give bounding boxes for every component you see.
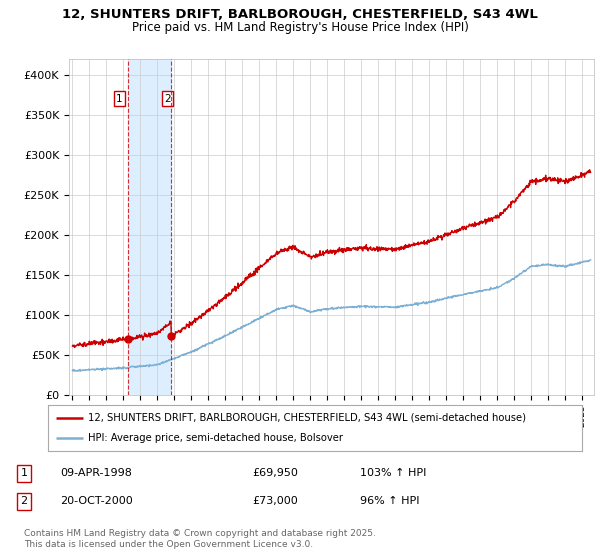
Text: 12, SHUNTERS DRIFT, BARLBOROUGH, CHESTERFIELD, S43 4WL: 12, SHUNTERS DRIFT, BARLBOROUGH, CHESTER… — [62, 8, 538, 21]
Text: 1: 1 — [20, 468, 28, 478]
Text: 12, SHUNTERS DRIFT, BARLBOROUGH, CHESTERFIELD, S43 4WL (semi-detached house): 12, SHUNTERS DRIFT, BARLBOROUGH, CHESTER… — [88, 413, 526, 423]
Text: 1: 1 — [116, 94, 123, 104]
Text: 2: 2 — [164, 94, 171, 104]
Text: 20-OCT-2000: 20-OCT-2000 — [60, 496, 133, 506]
Text: 103% ↑ HPI: 103% ↑ HPI — [360, 468, 427, 478]
Text: 2: 2 — [20, 496, 28, 506]
Text: 96% ↑ HPI: 96% ↑ HPI — [360, 496, 419, 506]
Text: 09-APR-1998: 09-APR-1998 — [60, 468, 132, 478]
Text: Contains HM Land Registry data © Crown copyright and database right 2025.
This d: Contains HM Land Registry data © Crown c… — [24, 529, 376, 549]
Bar — [128, 59, 171, 395]
Text: Price paid vs. HM Land Registry's House Price Index (HPI): Price paid vs. HM Land Registry's House … — [131, 21, 469, 34]
Text: £69,950: £69,950 — [252, 468, 298, 478]
Text: HPI: Average price, semi-detached house, Bolsover: HPI: Average price, semi-detached house,… — [88, 433, 343, 443]
Text: £73,000: £73,000 — [252, 496, 298, 506]
